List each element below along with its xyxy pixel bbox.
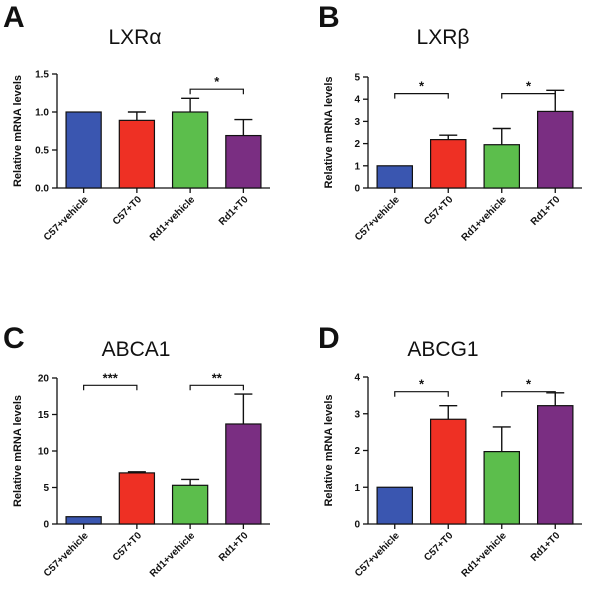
- bar: [483, 451, 521, 525]
- category-label: C57+T0: [422, 530, 455, 563]
- significance-label: *: [526, 79, 532, 94]
- bar: [118, 119, 156, 189]
- y-tick-label: 0: [354, 184, 360, 195]
- bar: [429, 418, 467, 525]
- category-label: C57+vehicle: [353, 530, 402, 579]
- significance-label: *: [419, 79, 425, 94]
- bar: [171, 484, 209, 525]
- bar: [225, 423, 262, 525]
- bar: [171, 111, 209, 189]
- y-tick-label: 4: [354, 95, 360, 106]
- y-axis-label: Relative mRNA levels: [323, 394, 335, 506]
- category-label: Rd1+vehicle: [460, 530, 510, 580]
- bar: [536, 405, 574, 525]
- significance-bracket: [189, 88, 244, 95]
- category-label: Rd1+vehicle: [148, 530, 198, 580]
- significance-bracket: [394, 93, 449, 99]
- y-tick-label: 1.0: [35, 108, 49, 119]
- bar: [118, 472, 156, 525]
- bar: [536, 110, 574, 189]
- panel-letter: A: [3, 1, 25, 34]
- category-label: Rd1+vehicle: [460, 194, 510, 244]
- significance-label: *: [419, 377, 425, 392]
- significance-label: **: [212, 370, 223, 385]
- category-label: Rd1+vehicle: [148, 194, 198, 244]
- category-label: C57+vehicle: [42, 530, 91, 579]
- significance-bracket: [501, 93, 556, 99]
- y-tick-label: 4: [354, 373, 360, 384]
- category-label: Rd1+T0: [529, 530, 563, 564]
- panel-c: C ABCA1 Relative mRNA levels 0 5 10 15 20 C57+ve…: [3, 322, 270, 580]
- y-tick-label: 0.5: [35, 146, 49, 157]
- significance-bracket: [501, 391, 556, 397]
- chart-title: ABCA1: [102, 338, 171, 361]
- category-label: C57+T0: [111, 194, 144, 227]
- y-tick-label: 10: [38, 447, 50, 458]
- panel-b: B LXRβ Relative mRNA levels 0 1 2 3 4 5 C57+vehic…: [318, 1, 582, 244]
- panel-letter: C: [3, 322, 25, 355]
- panel-letter: D: [318, 322, 340, 355]
- y-axis-label: Relative mRNA levels: [12, 75, 24, 187]
- y-tick-label: 20: [38, 374, 50, 385]
- significance-label: *: [214, 74, 220, 89]
- y-tick-label: 0: [354, 520, 360, 531]
- y-tick-label: 1.5: [35, 70, 49, 81]
- bar: [65, 111, 102, 189]
- bar: [429, 139, 467, 189]
- significance-bracket: [189, 384, 244, 391]
- bar: [483, 144, 521, 189]
- panel-letter: B: [318, 1, 340, 34]
- y-tick-label: 15: [38, 410, 50, 421]
- bar: [225, 134, 262, 189]
- y-tick-label: 3: [354, 117, 360, 128]
- bar: [376, 165, 414, 189]
- significance-bracket: [83, 384, 138, 391]
- category-label: C57+vehicle: [42, 194, 91, 243]
- panel-a: A LXRα Relative mRNA levels 0.0 0.5 1.0 1.5 C57…: [3, 1, 270, 244]
- category-label: Rd1+T0: [529, 194, 563, 228]
- y-tick-label: 3: [354, 409, 360, 420]
- category-label: Rd1+T0: [217, 530, 251, 564]
- category-label: C57+vehicle: [353, 194, 402, 243]
- chart-title: LXRβ: [417, 26, 470, 49]
- y-axis-label: Relative mRNA levels: [12, 395, 24, 507]
- y-tick-label: 0.0: [35, 184, 49, 195]
- significance-label: ***: [103, 370, 119, 385]
- y-tick-label: 5: [354, 73, 360, 84]
- y-tick-label: 2: [354, 446, 360, 457]
- y-tick-label: 1: [354, 483, 360, 494]
- panel-d: D ABCG1 Relative mRNA levels 0 1 2 3 4 C57+vehic…: [318, 322, 582, 580]
- significance-bracket: [394, 391, 449, 397]
- y-tick-label: 0: [43, 520, 49, 531]
- category-label: Rd1+T0: [217, 194, 251, 228]
- significance-label: *: [526, 377, 532, 392]
- bar: [65, 516, 102, 525]
- y-axis-label: Relative mRNA levels: [323, 76, 335, 188]
- chart-title: ABCG1: [407, 338, 478, 361]
- chart-title: LXRα: [109, 26, 162, 49]
- category-label: C57+T0: [422, 194, 455, 227]
- bar: [376, 486, 414, 525]
- y-tick-label: 2: [354, 139, 360, 150]
- y-tick-label: 1: [354, 161, 360, 172]
- y-tick-label: 5: [43, 483, 49, 494]
- category-label: C57+T0: [111, 530, 144, 563]
